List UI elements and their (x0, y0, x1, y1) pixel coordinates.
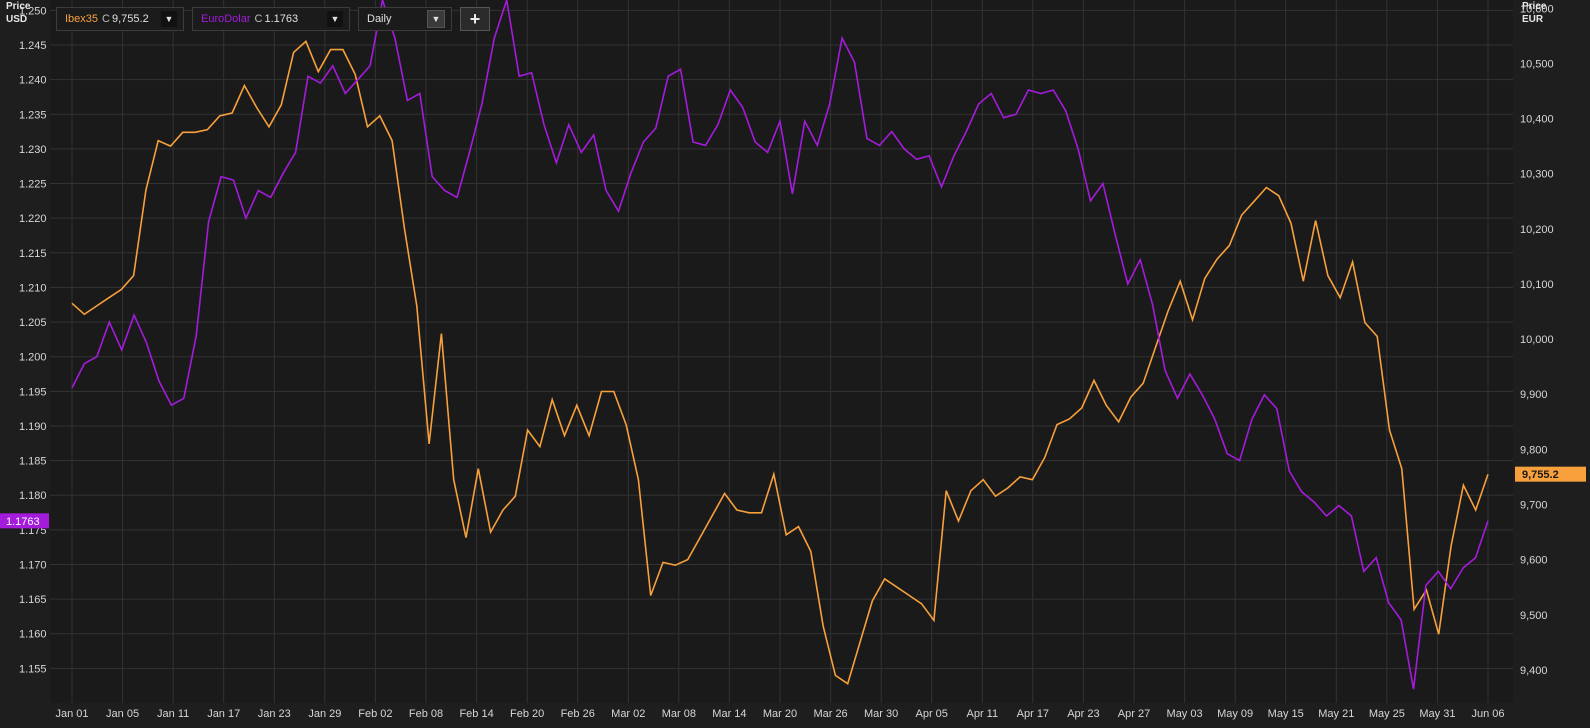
right-axis-unit: EUR (1522, 14, 1544, 25)
period-select-value: Daily (367, 13, 392, 25)
x-tick-label: Jan 11 (157, 708, 189, 720)
x-tick-label: Apr 05 (916, 708, 948, 720)
x-tick-label: Apr 11 (966, 708, 998, 720)
x-tick-label: Mar 26 (813, 708, 847, 720)
last-value-badge-ibex35 (1515, 466, 1586, 482)
x-tick-label: Mar 02 (611, 708, 645, 720)
series-selector-ibex35[interactable]: Ibex35 C 9,755.2 ▼ (56, 7, 184, 31)
right-tick-label: 10,100 (1520, 279, 1554, 291)
left-axis-unit: USD (6, 14, 27, 25)
left-axis-ticks: 1.250 1.245 1.240 1.235 1.230 1.225 1.220 1.215… (19, 5, 47, 675)
x-tick-label: Mar 14 (712, 708, 746, 720)
series-line-ibex35 (71, 40, 1489, 685)
x-tick-label: Jan 17 (207, 708, 240, 720)
close-value-ibex35: 9,755.2 (111, 13, 149, 25)
x-tick-label: May 03 (1167, 708, 1203, 720)
close-prefix: C (102, 13, 110, 25)
left-tick-label: 1.195 (19, 386, 47, 398)
last-value-badge-eurodolar (0, 513, 49, 529)
last-value-label-ibex35: 9,755.2 (1522, 469, 1559, 481)
x-tick-label: Mar 08 (662, 708, 696, 720)
right-tick-label: 10,200 (1520, 224, 1554, 236)
x-tick-label: Feb 26 (561, 708, 595, 720)
x-tick-label: May 21 (1318, 708, 1354, 720)
x-tick-label: May 15 (1268, 708, 1304, 720)
x-tick-label: Feb 14 (459, 708, 493, 720)
x-tick-label: Apr 27 (1118, 708, 1150, 720)
left-tick-label: 1.180 (19, 490, 47, 502)
right-axis-ticks: 10,600 10,500 10,400 10,300 10,200 10,100 10,0… (1520, 3, 1554, 677)
left-tick-label: 1.235 (19, 109, 47, 121)
x-tick-label: Feb 20 (510, 708, 544, 720)
close-prefix: C (254, 13, 263, 25)
x-tick-label: Feb 02 (358, 708, 392, 720)
x-tick-label: May 25 (1369, 708, 1405, 720)
chevron-down-icon[interactable]: ▼ (427, 10, 445, 28)
x-tick-label: Mar 30 (864, 708, 898, 720)
right-tick-label: 9,700 (1520, 500, 1548, 512)
right-axis-title: Price (1522, 1, 1547, 12)
x-tick-label: Mar 20 (763, 708, 797, 720)
left-tick-label: 1.250 (19, 5, 47, 17)
plot-area (50, 0, 1513, 703)
left-tick-label: 1.245 (19, 40, 47, 52)
right-tick-label: 9,500 (1520, 610, 1548, 622)
series-symbol-eurodolar: EuroDolar (201, 13, 251, 25)
left-tick-label: 1.190 (19, 421, 47, 433)
right-tick-label: 10,400 (1520, 114, 1554, 126)
last-value-label-eurodolar: 1.1763 (6, 516, 40, 528)
close-value-eurodolar: 1.1763 (264, 13, 299, 25)
left-axis-title: Price (6, 1, 31, 12)
left-tick-label: 1.165 (19, 594, 47, 606)
plus-icon: + (469, 8, 481, 29)
series-line-eurodolar (71, 0, 1489, 690)
x-tick-label: Jan 01 (55, 708, 88, 720)
left-tick-label: 1.200 (19, 352, 47, 364)
right-tick-label: 9,600 (1520, 555, 1548, 567)
x-tick-label: Apr 17 (1017, 708, 1049, 720)
series-symbol-ibex35: Ibex35 (65, 13, 99, 25)
right-tick-label: 9,800 (1520, 444, 1548, 456)
x-axis-ticks: Jan 01 Jan 05 Jan 11 Jan 17 Jan 23 Jan 29 Feb … (55, 708, 1504, 720)
left-tick-label: 1.230 (19, 144, 47, 156)
x-tick-label: Jan 23 (258, 708, 291, 720)
left-tick-label: 1.240 (19, 75, 47, 87)
period-select[interactable]: Daily ▼ (358, 7, 452, 31)
x-tick-label: May 09 (1217, 708, 1253, 720)
x-tick-label: Jan 05 (106, 708, 139, 720)
right-tick-label: 10,300 (1520, 169, 1554, 181)
left-tick-label: 1.155 (19, 663, 47, 675)
series-selector-eurodolar[interactable]: EuroDolar C 1.1763 ▼ (192, 7, 350, 31)
x-tick-label: Jan 29 (308, 708, 341, 720)
chevron-down-icon[interactable]: ▼ (327, 11, 343, 27)
right-tick-label: 9,900 (1520, 389, 1548, 401)
x-tick-label: Feb 08 (409, 708, 443, 720)
chart-toolbar: Ibex35 C 9,755.2 ▼ EuroDolar C 1.1763 ▼ … (56, 7, 490, 33)
x-tick-label: Jun 06 (1471, 708, 1504, 720)
x-tick-label: Apr 23 (1067, 708, 1099, 720)
left-tick-label: 1.210 (19, 282, 47, 294)
left-tick-label: 1.170 (19, 559, 47, 571)
right-tick-label: 10,600 (1520, 3, 1554, 15)
right-tick-label: 9,400 (1520, 665, 1548, 677)
left-tick-label: 1.225 (19, 179, 47, 191)
add-series-button[interactable]: + (460, 7, 490, 31)
left-tick-label: 1.205 (19, 317, 47, 329)
horizontal-gridlines (50, 9, 1513, 669)
left-tick-label: 1.185 (19, 456, 47, 468)
vertical-gridlines (71, 0, 1489, 703)
left-tick-label: 1.160 (19, 629, 47, 641)
left-tick-label: 1.220 (19, 213, 47, 225)
right-tick-label: 10,500 (1520, 58, 1554, 70)
left-tick-label: 1.215 (19, 248, 47, 260)
x-tick-label: May 31 (1419, 708, 1455, 720)
chevron-down-icon[interactable]: ▼ (161, 11, 177, 27)
right-tick-label: 10,000 (1520, 334, 1554, 346)
